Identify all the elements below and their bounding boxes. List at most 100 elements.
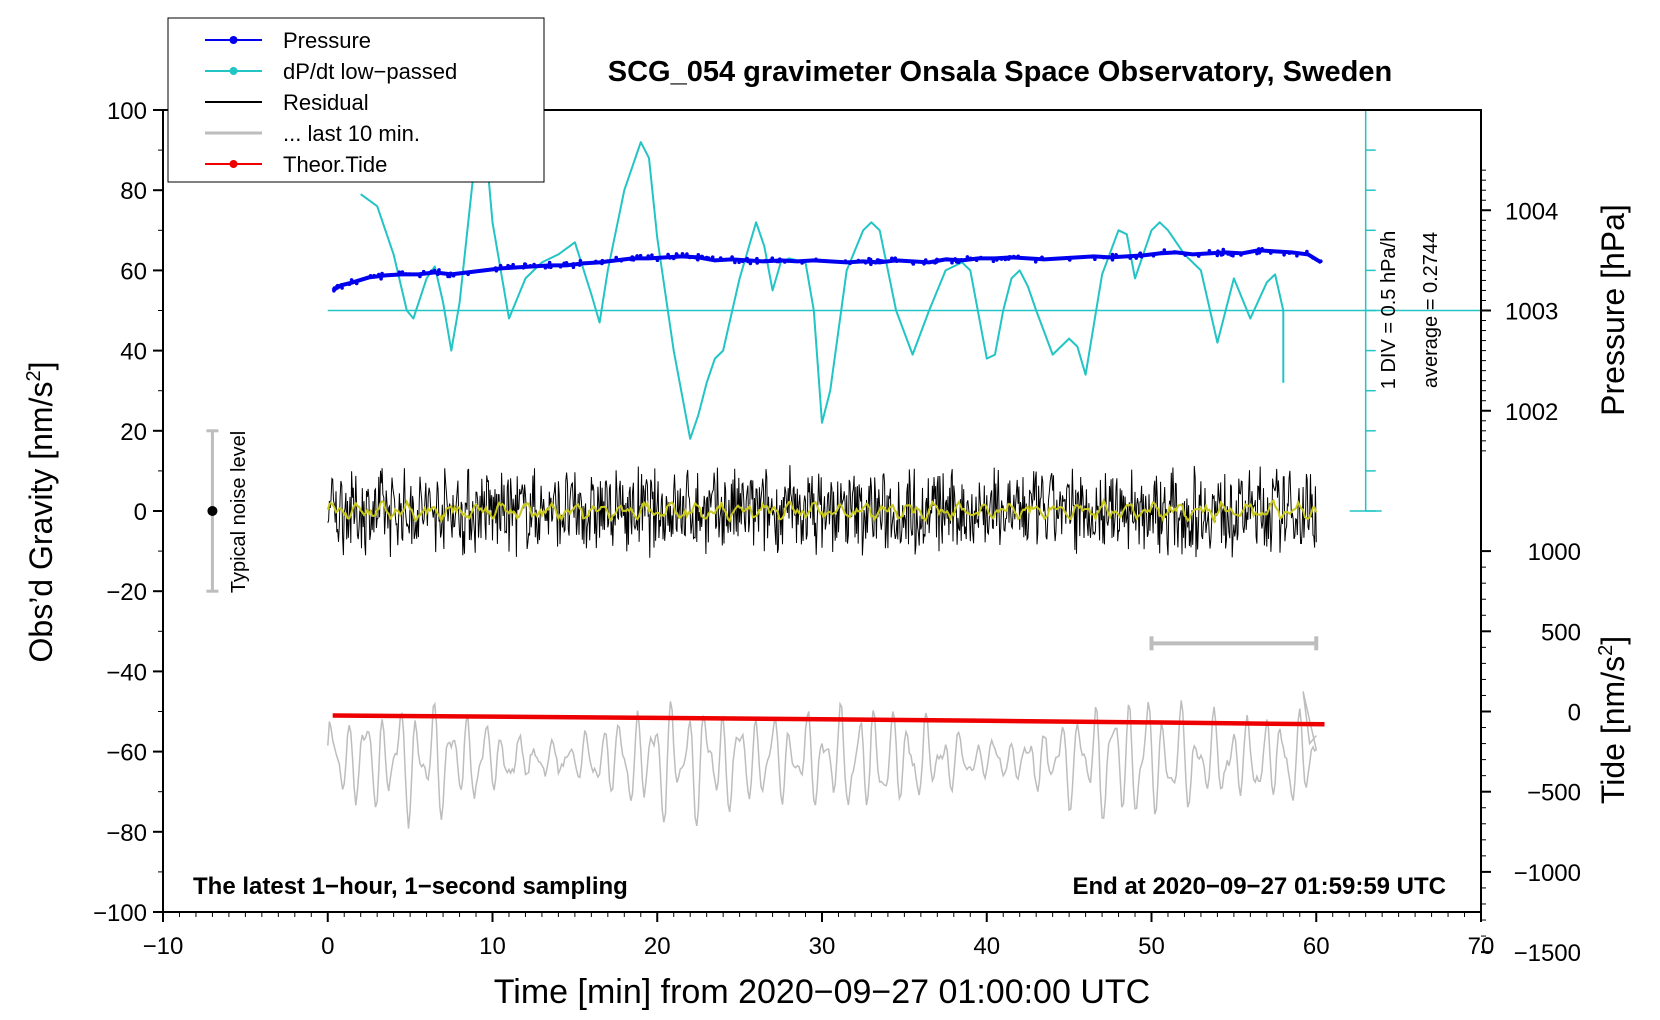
pressure-point	[332, 286, 337, 290]
pressure-point	[400, 270, 405, 274]
pressure-point	[436, 271, 441, 276]
y-tick-label: 80	[120, 178, 147, 205]
pressure-point	[867, 256, 871, 261]
pressure-point	[894, 259, 899, 264]
pressure-point	[1110, 252, 1115, 257]
pressure-point	[1282, 253, 1286, 257]
pressure-point	[605, 259, 610, 263]
pressure-point	[995, 258, 999, 262]
pressure-point	[876, 258, 881, 262]
pressure-tick-label: 1004	[1505, 198, 1558, 225]
pressure-point	[956, 258, 960, 263]
x-axis-label: Time [min] from 2020−09−27 01:00:00 UTC	[494, 973, 1150, 1011]
y-axis-label: Obs’d Gravity [nm/s2]	[23, 362, 59, 663]
pressure-point	[404, 272, 408, 276]
y-tick-label: 40	[120, 339, 147, 366]
pressure-tick-label: 1003	[1505, 299, 1558, 326]
pressure-point	[979, 255, 983, 260]
pressure-point	[666, 252, 670, 257]
pressure-point	[873, 260, 878, 265]
pressure-point	[869, 262, 873, 267]
pressure-point	[340, 283, 344, 287]
pressure-point	[1093, 257, 1097, 262]
pressure-point	[451, 273, 456, 278]
pressure-point	[1257, 247, 1261, 251]
pressure-point	[843, 259, 848, 263]
pressure-axis-label: Pressure [hPa]	[1595, 204, 1631, 416]
pressure-point	[863, 261, 868, 265]
pressure-point	[448, 271, 453, 276]
pressure-point	[999, 257, 1004, 261]
pressure-point	[635, 254, 639, 258]
pressure-point	[1216, 249, 1220, 253]
pressure-point	[1255, 251, 1259, 256]
x-tick-label: 50	[1138, 933, 1165, 960]
tide-tick-label: 1000	[1528, 539, 1581, 566]
legend-label: Pressure	[283, 28, 371, 53]
pressure-point	[466, 272, 470, 277]
pressure-point	[882, 259, 887, 264]
pressure-point	[335, 283, 340, 288]
x-tick-label: 20	[644, 933, 671, 960]
pressure-point	[1016, 254, 1020, 259]
pressure-point	[953, 257, 957, 261]
pressure-point	[1039, 256, 1043, 261]
pressure-point	[508, 264, 512, 269]
pressure-point	[558, 264, 563, 269]
pressure-point	[498, 263, 503, 268]
pressure-point	[893, 256, 897, 261]
pressure-point	[710, 255, 715, 259]
pressure-point	[680, 252, 685, 256]
pressure-point	[1311, 256, 1315, 260]
legend-marker	[229, 160, 238, 168]
y-axis: 100 80 60 40 20 0 −20 −40 −60 −80 −100	[93, 98, 163, 927]
legend-label: ... last 10 min.	[283, 121, 420, 146]
y-tick-label: 60	[120, 258, 147, 285]
pressure-point	[755, 256, 759, 261]
pressure-point	[945, 257, 950, 261]
legend-marker	[229, 36, 238, 44]
pressure-point	[1101, 255, 1106, 260]
pressure-point	[848, 261, 852, 266]
pressure-point	[950, 260, 954, 265]
x-tick-label: −10	[143, 933, 184, 960]
pressure-point	[650, 253, 654, 257]
pressure-point	[1172, 250, 1177, 254]
pressure-point	[1110, 258, 1115, 262]
pressure-point	[407, 272, 412, 276]
pressure-point	[600, 261, 604, 266]
pressure-point	[511, 262, 515, 267]
pressure-point	[675, 253, 679, 258]
pressure-point	[991, 259, 996, 264]
legend-label: Theor.Tide	[283, 152, 387, 177]
legend: Pressure dP/dt low−passed Residual ... last…	[167, 17, 545, 183]
dpdt-series	[360, 109, 1285, 440]
pressure-point	[546, 265, 551, 269]
pressure-point	[1114, 253, 1118, 257]
pressure-point	[380, 271, 384, 276]
pressure-point	[1183, 253, 1187, 257]
tide-tick-label: −500	[1527, 780, 1581, 807]
pressure-point	[347, 282, 352, 287]
pressure-point	[1319, 259, 1323, 264]
pressure-point	[1295, 254, 1299, 258]
pressure-point	[745, 256, 749, 261]
pressure-point	[746, 259, 750, 264]
pressure-point	[748, 261, 753, 266]
footer-right: End at 2020−09−27 01:59:59 UTC	[1072, 873, 1446, 900]
pressure-point	[1239, 253, 1243, 257]
pressure-axis: 1004 1003 1002	[1481, 169, 1558, 452]
x-tick-label: 30	[809, 933, 836, 960]
pressure-point	[1196, 254, 1201, 258]
pressure-point	[594, 259, 598, 264]
pressure-point	[1098, 254, 1103, 259]
x-axis: −10 0 10 20 30 40 50 60 70	[143, 912, 1494, 960]
tide-tick-label: 0	[1568, 700, 1581, 727]
pressure-point	[493, 266, 498, 270]
pressure-point	[1260, 247, 1264, 251]
pressure-point	[521, 266, 526, 270]
pressure-point	[372, 273, 376, 278]
pressure-point	[911, 262, 916, 266]
pressure-point	[646, 254, 650, 258]
